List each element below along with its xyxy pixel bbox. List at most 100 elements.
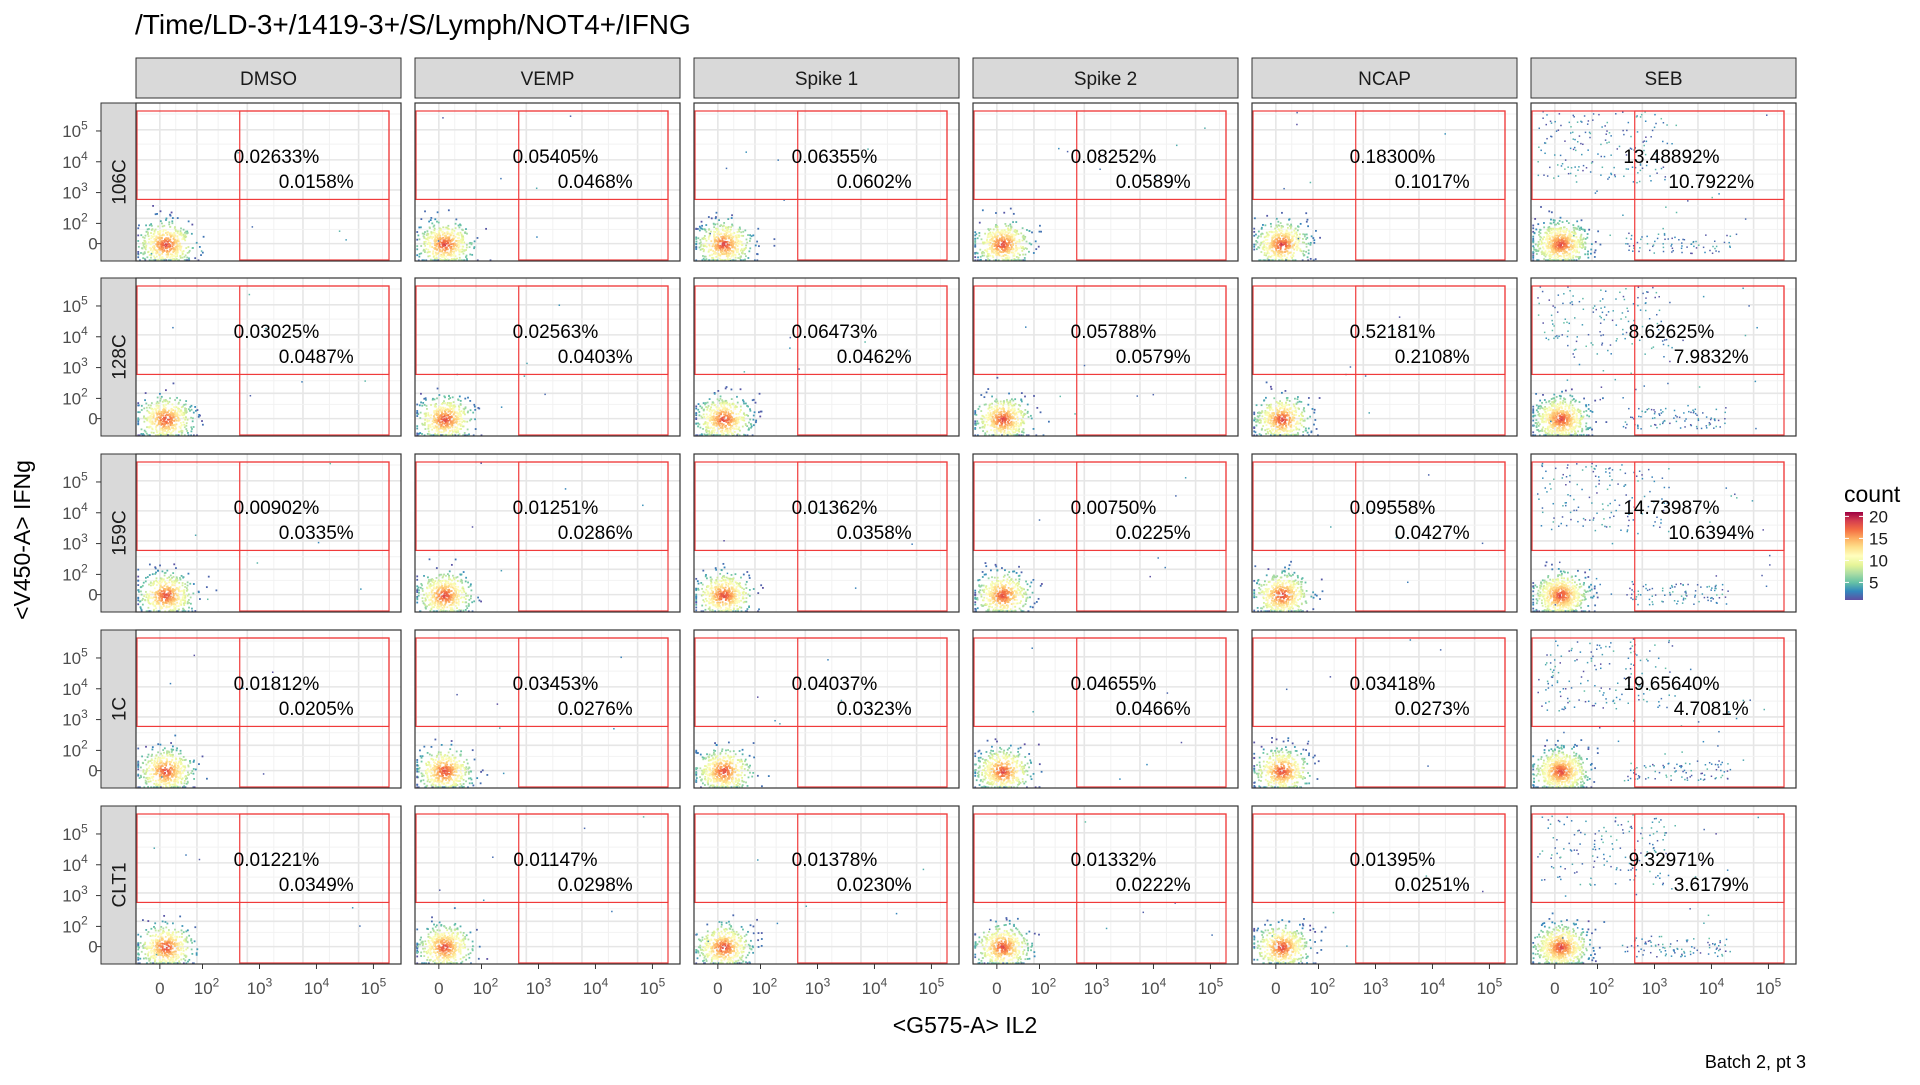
- x-tick-label: 104: [1141, 975, 1167, 998]
- x-tick-label: 103: [805, 975, 831, 998]
- y-tick-label: 102: [62, 914, 88, 937]
- x-tick-label: 105: [1756, 975, 1782, 998]
- upper-gate-percent: 0.01362%: [792, 498, 878, 519]
- y-tick-label: 102: [62, 211, 88, 234]
- lower-gate-percent: 0.0358%: [837, 523, 912, 544]
- y-tick-label: 102: [62, 386, 88, 409]
- facet-panel: 0.01395%0.0251%: [1252, 806, 1517, 964]
- x-tick-label: 0: [434, 979, 443, 998]
- x-tick-label: 105: [1477, 975, 1503, 998]
- facet-panel: 8.62625%7.9832%: [1531, 278, 1796, 436]
- facet-panel: 0.04037%0.0323%: [694, 630, 959, 788]
- lower-gate-percent: 10.7922%: [1668, 172, 1754, 193]
- upper-gate-percent: 14.73987%: [1623, 498, 1719, 519]
- upper-gate-percent: 0.03418%: [1350, 674, 1436, 695]
- row-strip: 1C: [101, 630, 136, 788]
- y-tick-label: 105: [62, 293, 88, 316]
- lower-gate-percent: 0.2108%: [1395, 347, 1470, 368]
- lower-gate-percent: 0.0349%: [279, 875, 354, 896]
- upper-gate-percent: 19.65640%: [1623, 674, 1719, 695]
- facet-panel: 13.48892%10.7922%: [1531, 103, 1796, 261]
- y-tick-label: 0: [88, 938, 97, 957]
- lower-gate-percent: 0.0158%: [279, 172, 354, 193]
- facet-panel: 0.06355% 0.0602%: [694, 103, 959, 261]
- column-strip: Spike 2: [973, 58, 1238, 98]
- lower-gate-percent: 0.0273%: [1395, 699, 1470, 720]
- column-strip-label: NCAP: [1358, 69, 1411, 90]
- column-strip: NCAP: [1252, 58, 1517, 98]
- lower-gate-percent: 0.0323%: [837, 699, 912, 720]
- caption: Batch 2, pt 3: [1705, 1052, 1806, 1072]
- y-tick-label: 104: [62, 149, 88, 172]
- y-tick-label: 0: [88, 235, 97, 254]
- x-tick-label: 102: [1589, 975, 1615, 998]
- y-tick-label: 0: [88, 410, 97, 429]
- lower-gate-percent: 0.0205%: [279, 699, 354, 720]
- facet-panel: 0.52181% 0.2108%: [1252, 278, 1517, 436]
- upper-gate-percent: 0.06355%: [792, 147, 878, 168]
- facet-panel: 0.01147%0.0298%: [415, 806, 680, 964]
- y-tick-label: 103: [62, 707, 88, 730]
- facet-panel: 0.00902%0.0335%: [136, 454, 401, 612]
- y-tick-label: 103: [62, 180, 88, 203]
- y-tick-label: 104: [62, 324, 88, 347]
- x-tick-label: 104: [1420, 975, 1446, 998]
- x-tick-label: 103: [1642, 975, 1668, 998]
- legend-tick-label: 15: [1869, 529, 1888, 548]
- upper-gate-percent: 0.52181%: [1350, 322, 1436, 343]
- x-tick-label: 105: [640, 975, 666, 998]
- facet-panel: 0.01362% 0.0358%: [694, 454, 959, 612]
- upper-gate-percent: 0.02563%: [513, 322, 599, 343]
- upper-gate-percent: 8.62625%: [1629, 322, 1715, 343]
- x-tick-label: 102: [1310, 975, 1336, 998]
- facet-panel: 0.18300%0.1017%: [1252, 103, 1517, 261]
- upper-gate-percent: 0.01332%: [1071, 850, 1157, 871]
- upper-gate-percent: 0.01378%: [792, 850, 878, 871]
- row-strip-label: CLT1: [110, 862, 131, 907]
- y-tick-label: 103: [62, 883, 88, 906]
- upper-gate-percent: 0.01221%: [234, 850, 320, 871]
- facet-panel: 0.01378% 0.0230%: [694, 806, 959, 964]
- lower-gate-percent: 0.0225%: [1116, 523, 1191, 544]
- x-axis-title: <G575-A> IL2: [893, 1012, 1038, 1038]
- facet-panel: 0.05405%0.0468%: [415, 103, 680, 261]
- facet-panel: 0.06473%0.0462%: [694, 278, 959, 436]
- y-tick-label: 102: [62, 738, 88, 761]
- x-tick-label: 0: [155, 979, 164, 998]
- row-strip: CLT1: [101, 806, 136, 964]
- x-tick-label: 102: [194, 975, 220, 998]
- column-strip-label: DMSO: [240, 69, 297, 90]
- facet-panel: 0.04655%0.0466%: [973, 630, 1238, 788]
- facet-panel: 0.01221% 0.0349%: [136, 806, 401, 964]
- upper-gate-percent: 0.01251%: [513, 498, 599, 519]
- lower-gate-percent: 0.0230%: [837, 875, 912, 896]
- row-strip-label: 1C: [110, 697, 131, 721]
- lower-gate-percent: 0.0466%: [1116, 699, 1191, 720]
- lower-gate-percent: 0.0335%: [279, 523, 354, 544]
- x-tick-label: 105: [919, 975, 945, 998]
- upper-gate-percent: 0.01395%: [1350, 850, 1436, 871]
- lower-gate-percent: 0.0602%: [837, 172, 912, 193]
- x-tick-label: 0: [713, 979, 722, 998]
- row-strip: 106C: [101, 103, 136, 261]
- facet-panel: 0.03025%0.0487%: [136, 278, 401, 436]
- upper-gate-percent: 9.32971%: [1629, 850, 1715, 871]
- column-strip-label: VEMP: [521, 69, 575, 90]
- legend-tick-label: 20: [1869, 507, 1888, 526]
- facet-panel: 0.00750%0.0225%: [973, 454, 1238, 612]
- x-tick-label: 104: [583, 975, 609, 998]
- lower-gate-percent: 0.0222%: [1116, 875, 1191, 896]
- row-strip: 159C: [101, 454, 136, 612]
- x-tick-label: 105: [361, 975, 387, 998]
